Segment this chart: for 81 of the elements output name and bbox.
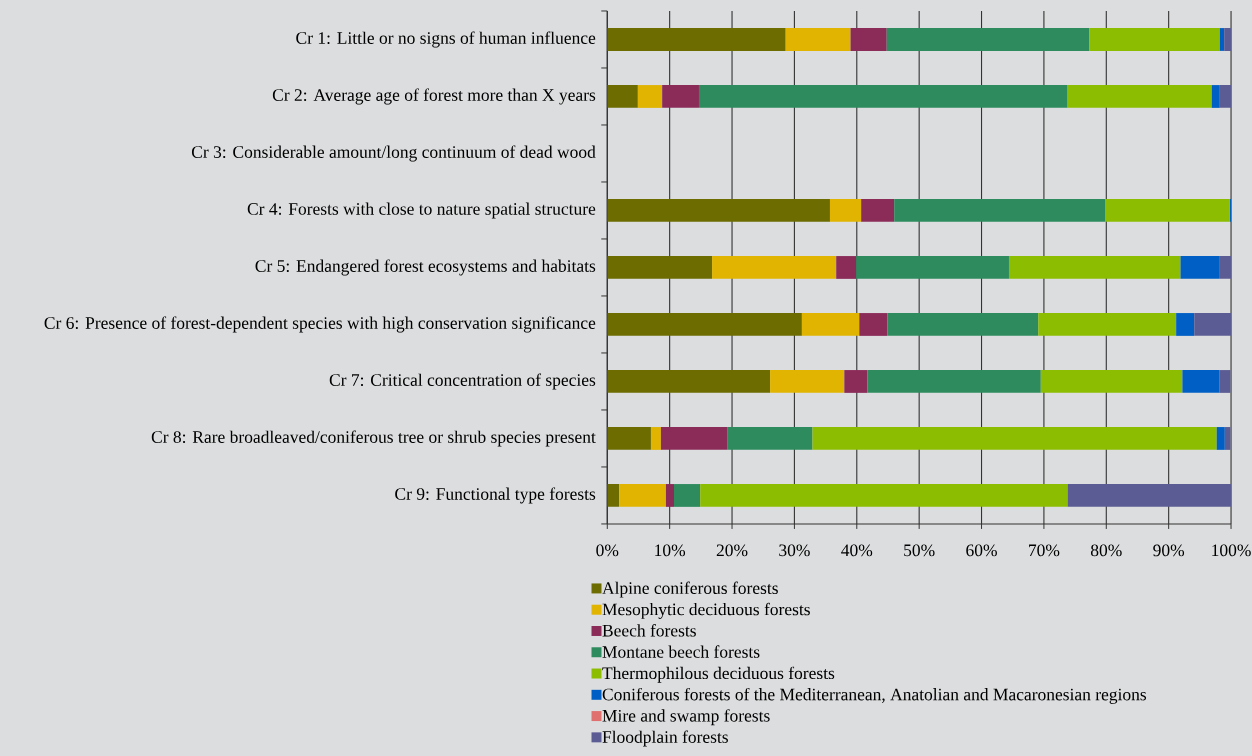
bar — [1038, 312, 1177, 336]
bar — [665, 483, 675, 507]
y-tick-label: Cr 3: Considerable amount/long continuum of dead wood — [191, 145, 596, 162]
bar — [894, 198, 1106, 222]
x-tick-label: 20% — [716, 544, 748, 557]
bar — [660, 426, 728, 450]
legend-label: Thermophilous deciduous forests — [602, 666, 835, 683]
bar — [727, 426, 813, 450]
bar — [607, 483, 620, 507]
bar — [1211, 84, 1220, 108]
y-tick-label: Cr 4: Forests with close to nature spatial structure — [247, 202, 596, 219]
bar — [1216, 426, 1225, 450]
bar — [1219, 255, 1232, 279]
bar — [867, 369, 1041, 393]
x-tick-label: 100% — [1212, 544, 1251, 557]
bar — [1067, 483, 1232, 507]
bar — [662, 84, 699, 108]
bar — [1180, 255, 1220, 279]
bar — [607, 84, 638, 108]
legend-label: Alpine coniferous forests — [602, 581, 778, 598]
bar — [1219, 84, 1232, 108]
bar — [619, 483, 666, 507]
bar — [836, 255, 857, 279]
y-tick-label: Cr 5: Endangered forest ecosystems and habitats — [255, 259, 596, 276]
x-tick-label: 50% — [904, 544, 935, 557]
legend-label: Mesophytic deciduous forests — [602, 602, 810, 619]
bar — [856, 255, 1009, 279]
x-tick-label: 30% — [779, 544, 810, 557]
legend-label: Montane beech forests — [602, 645, 760, 658]
bar — [1176, 312, 1195, 336]
bar — [607, 27, 786, 51]
y-tick-label: Cr 6: Presence of forest-dependent species with high conservation significance — [44, 316, 596, 333]
legend-label: Beech forests — [602, 623, 696, 637]
bar — [1089, 27, 1220, 51]
bar — [700, 483, 1068, 507]
bar — [1182, 369, 1220, 393]
y-tick-label: Cr 7: Critical concentration of species — [329, 373, 596, 390]
y-tick-label: Cr 2: Average age of forest more than X years — [272, 88, 596, 105]
y-tick-label: Cr 9: Functional type forests — [395, 487, 596, 504]
bar — [887, 312, 1039, 336]
bar — [1040, 369, 1183, 393]
bar — [698, 84, 1068, 108]
bar — [886, 27, 1090, 51]
bar — [650, 426, 661, 450]
bar — [607, 198, 830, 222]
y-tick-label: Cr 1: Little or no signs of human influence — [296, 31, 596, 48]
legend-label: Coniferous forests of the Mediterranean, Anatolian and Macaronesian regions — [602, 687, 1147, 704]
bar — [1219, 27, 1225, 51]
bar — [607, 369, 771, 393]
bar — [801, 312, 860, 336]
x-tick-label: 90% — [1153, 544, 1185, 557]
x-tick-label: 60% — [966, 544, 997, 557]
bar — [1067, 84, 1212, 108]
bar — [1224, 27, 1232, 51]
y-tick-label: Cr 8: Rare broadleaved/coniferous tree or shrub species present — [151, 430, 596, 447]
bar — [861, 198, 895, 222]
bar — [712, 255, 837, 279]
bar — [607, 426, 651, 450]
bar — [859, 312, 888, 336]
bar — [812, 426, 1217, 450]
bar — [674, 483, 701, 507]
bar — [607, 255, 713, 279]
x-tick-label: 10% — [655, 544, 686, 557]
bar — [844, 369, 868, 393]
bar — [1224, 426, 1231, 450]
bar — [637, 84, 663, 108]
bar — [1105, 198, 1230, 222]
bar — [1008, 255, 1181, 279]
bar — [1219, 369, 1231, 393]
legend-label: Mire and swamp forests — [602, 708, 770, 725]
bar — [850, 27, 887, 51]
bar — [785, 27, 851, 51]
legend-label: Floodplain forests — [602, 730, 728, 747]
x-tick-label: 80% — [1090, 544, 1122, 557]
x-tick-label: 40% — [841, 544, 873, 557]
bar — [1194, 312, 1232, 336]
bar — [770, 369, 845, 393]
bar — [607, 312, 802, 336]
bar — [829, 198, 862, 222]
x-tick-label: 0% — [596, 544, 619, 557]
x-tick-label: 70% — [1029, 544, 1060, 557]
